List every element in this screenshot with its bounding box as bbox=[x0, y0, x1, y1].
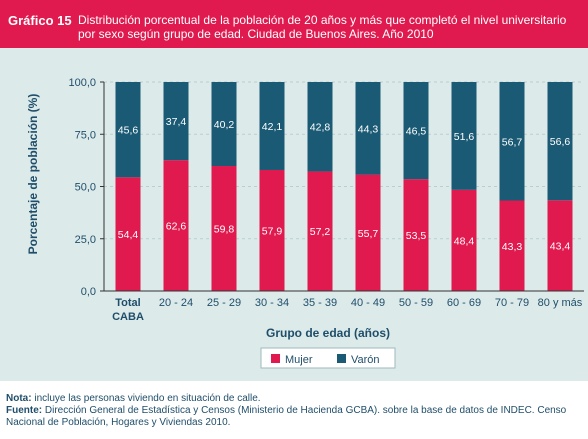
bar-mujer bbox=[451, 189, 477, 291]
bar-mujer bbox=[403, 179, 429, 291]
x-tick-label: 30 - 34 bbox=[255, 297, 289, 309]
data-label-mujer: 43,4 bbox=[550, 241, 571, 253]
data-label-varon: 42,8 bbox=[310, 122, 331, 134]
bar-varon bbox=[115, 82, 141, 178]
bar-varon bbox=[211, 82, 237, 167]
data-label-mujer: 62,6 bbox=[166, 221, 187, 233]
data-label-varon: 37,4 bbox=[166, 116, 187, 128]
bar-varon bbox=[451, 82, 477, 190]
fuente-line: Fuente: Dirección General de Estadística… bbox=[6, 405, 584, 429]
legend-label-mujer: Mujer bbox=[285, 354, 313, 366]
legend-swatch-mujer bbox=[271, 354, 280, 363]
y-tick-label: 100,0 bbox=[68, 77, 96, 89]
data-label-varon: 56,7 bbox=[502, 136, 523, 148]
data-label-mujer: 59,8 bbox=[214, 224, 235, 236]
data-label-mujer: 57,9 bbox=[262, 225, 283, 237]
legend-label-varon: Varón bbox=[351, 354, 380, 366]
legend-box bbox=[260, 347, 396, 369]
y-tick-label: 50,0 bbox=[75, 182, 96, 194]
y-tick-label: 25,0 bbox=[75, 234, 96, 246]
chart-header: Gráfico 15 Distribución porcentual de la… bbox=[0, 0, 588, 48]
bar-varon bbox=[163, 82, 189, 161]
bar-mujer bbox=[355, 174, 381, 291]
stacked-bar-chart: 54,4 45,6 62,6 37,4 59,8 40,2 57,9 42,1 57,2 42,8… bbox=[26, 77, 584, 369]
figure-number: Gráfico 15 bbox=[8, 13, 72, 28]
bar-varon bbox=[499, 82, 525, 201]
bar-mujer bbox=[211, 166, 237, 291]
bar-varon bbox=[259, 82, 285, 170]
x-tick-label: 40 - 49 bbox=[351, 297, 385, 309]
data-label-mujer: 57,2 bbox=[310, 226, 331, 238]
bar-varon bbox=[307, 82, 333, 172]
legend-swatch-varon bbox=[337, 354, 346, 363]
x-tick-label: 60 - 69 bbox=[447, 297, 481, 309]
bar-varon bbox=[355, 82, 381, 175]
x-tick-label: 35 - 39 bbox=[303, 297, 337, 309]
fuente-label: Fuente: bbox=[6, 405, 43, 416]
data-label-mujer: 54,4 bbox=[118, 229, 139, 241]
data-label-varon: 56,6 bbox=[550, 136, 571, 148]
x-tick-label: 50 - 59 bbox=[399, 297, 433, 309]
data-label-varon: 42,1 bbox=[262, 121, 283, 133]
bar-mujer bbox=[259, 169, 285, 291]
data-label-varon: 46,5 bbox=[406, 126, 427, 138]
data-label-varon: 51,6 bbox=[454, 131, 475, 143]
data-label-mujer: 53,5 bbox=[406, 230, 427, 242]
data-label-varon: 44,3 bbox=[358, 123, 379, 135]
chart-title: Distribución porcentual de la población … bbox=[78, 13, 567, 41]
x-tick-label: Total CABA bbox=[112, 297, 144, 323]
bar-mujer bbox=[307, 171, 333, 291]
legend: Mujer Varón bbox=[260, 347, 396, 369]
data-label-mujer: 55,7 bbox=[358, 228, 379, 240]
chart-panel: 54,4 45,6 62,6 37,4 59,8 40,2 57,9 42,1 57,2 42,8… bbox=[0, 48, 588, 381]
bar-mujer bbox=[547, 200, 573, 291]
bar-varon bbox=[547, 82, 573, 201]
bar-mujer bbox=[499, 200, 525, 291]
data-label-mujer: 48,4 bbox=[454, 235, 475, 247]
data-label-mujer: 43,3 bbox=[502, 241, 523, 253]
x-tick-label: 20 - 24 bbox=[159, 297, 193, 309]
data-label-varon: 45,6 bbox=[118, 125, 139, 137]
x-tick-label: 70 - 79 bbox=[495, 297, 529, 309]
x-tick-label: 25 - 29 bbox=[207, 297, 241, 309]
data-label-varon: 40,2 bbox=[214, 119, 235, 131]
x-tick-label: 80 y más bbox=[538, 297, 583, 309]
footnotes: Nota: incluye las personas viviendo en s… bbox=[6, 393, 584, 429]
y-tick-label: 0,0 bbox=[81, 286, 96, 298]
x-axis-label: Grupo de edad (años) bbox=[266, 326, 390, 340]
y-tick-label: 75,0 bbox=[75, 129, 96, 141]
nota-line: Nota: incluye las personas viviendo en s… bbox=[6, 393, 584, 405]
fuente-text: Dirección General de Estadística y Censo… bbox=[6, 405, 567, 428]
nota-text: incluye las personas viviendo en situaci… bbox=[34, 393, 261, 404]
y-axis-label: Porcentaje de población (%) bbox=[26, 94, 40, 255]
bar-mujer bbox=[163, 160, 189, 291]
bar-varon bbox=[403, 82, 429, 180]
nota-label: Nota: bbox=[6, 393, 32, 404]
bar-mujer bbox=[115, 177, 141, 291]
